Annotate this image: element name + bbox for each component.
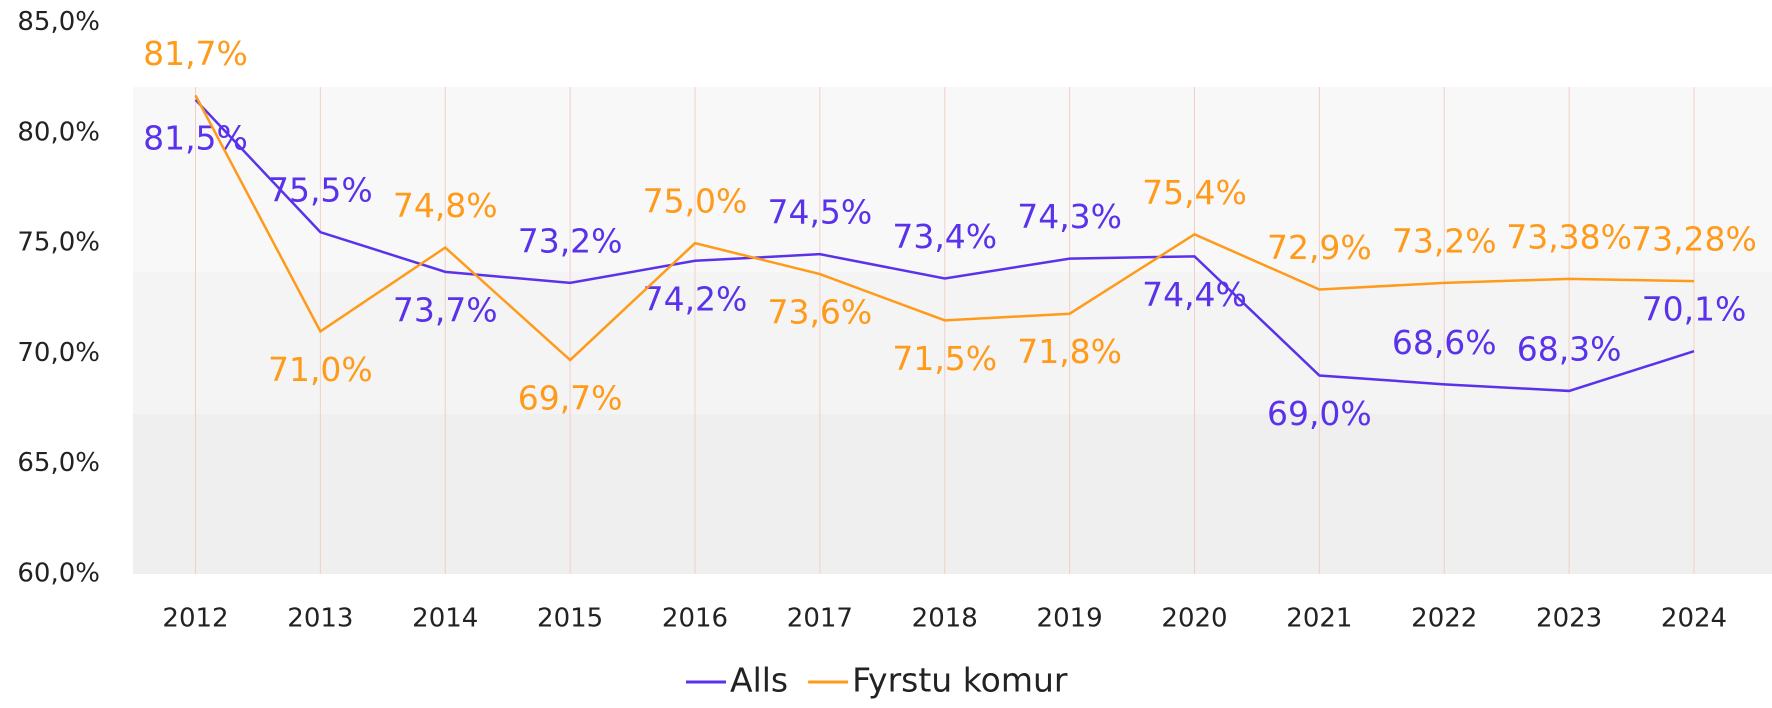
- data-label: 72,9%: [1267, 228, 1372, 267]
- series-line: [194, 98, 1695, 393]
- data-label: 73,6%: [767, 293, 872, 332]
- data-label: 74,5%: [767, 193, 872, 232]
- data-label: 71,5%: [892, 339, 997, 378]
- x-tick-label: 2022: [1411, 604, 1477, 634]
- band: [133, 272, 1772, 414]
- data-label: 75,4%: [1142, 173, 1247, 212]
- y-tick-label: 80,0%: [17, 117, 100, 147]
- data-label: 75,0%: [643, 182, 748, 221]
- data-label: 74,2%: [643, 279, 748, 318]
- data-label: 68,3%: [1517, 329, 1622, 368]
- data-label: 81,7%: [143, 34, 248, 73]
- y-tick-label: 85,0%: [17, 7, 100, 37]
- legend-label: Alls: [730, 661, 788, 700]
- x-tick-label: 2020: [1161, 604, 1227, 634]
- series-line: [194, 94, 1695, 362]
- data-label: 73,4%: [892, 217, 997, 256]
- data-label: 68,6%: [1392, 323, 1497, 362]
- data-label: 74,4%: [1142, 275, 1247, 314]
- y-tick-label: 75,0%: [17, 228, 100, 258]
- x-tick-label: 2021: [1286, 604, 1352, 634]
- x-tick-label: 2013: [287, 604, 353, 634]
- data-label: 69,7%: [518, 379, 623, 418]
- data-label: 73,38%: [1506, 217, 1632, 256]
- data-label: 81,5%: [143, 118, 248, 157]
- data-label: 69,0%: [1267, 394, 1372, 433]
- x-tick-label: 2024: [1661, 604, 1727, 634]
- legend-label: Fyrstu komur: [852, 661, 1068, 700]
- x-tick-label: 2019: [1037, 604, 1103, 634]
- y-tick-label: 70,0%: [17, 338, 100, 368]
- band: [133, 414, 1772, 574]
- x-tick-label: 2023: [1536, 604, 1602, 634]
- x-tick-label: 2012: [162, 604, 228, 634]
- band: [133, 87, 1772, 272]
- data-label: 71,0%: [268, 350, 373, 389]
- y-tick-label: 60,0%: [17, 559, 100, 589]
- x-tick-label: 2016: [662, 604, 728, 634]
- data-label: 74,8%: [393, 186, 498, 225]
- data-label: 73,2%: [518, 221, 623, 260]
- data-label: 75,5%: [268, 171, 373, 210]
- data-label: 73,7%: [393, 290, 498, 329]
- x-tick-label: 2017: [787, 604, 853, 634]
- x-tick-label: 2014: [412, 604, 478, 634]
- data-label: 73,2%: [1392, 221, 1497, 260]
- data-label: 71,8%: [1017, 332, 1122, 371]
- data-label: 74,3%: [1017, 197, 1122, 236]
- y-tick-label: 65,0%: [17, 448, 100, 478]
- x-tick-label: 2015: [537, 604, 603, 634]
- data-label: 70,1%: [1642, 290, 1747, 329]
- data-label: 73,28%: [1631, 220, 1757, 259]
- x-tick-label: 2018: [912, 604, 978, 634]
